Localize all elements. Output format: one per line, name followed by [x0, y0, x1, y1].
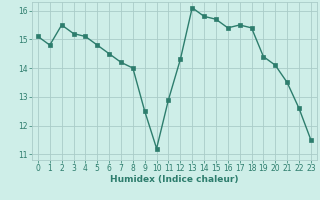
X-axis label: Humidex (Indice chaleur): Humidex (Indice chaleur)	[110, 175, 239, 184]
